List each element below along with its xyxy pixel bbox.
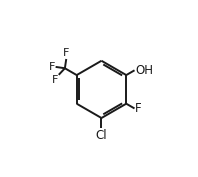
Text: F: F [49, 62, 55, 72]
Text: F: F [63, 48, 69, 58]
Text: F: F [135, 102, 142, 115]
Text: Cl: Cl [96, 129, 107, 142]
Text: F: F [52, 75, 58, 85]
Text: OH: OH [135, 64, 153, 77]
